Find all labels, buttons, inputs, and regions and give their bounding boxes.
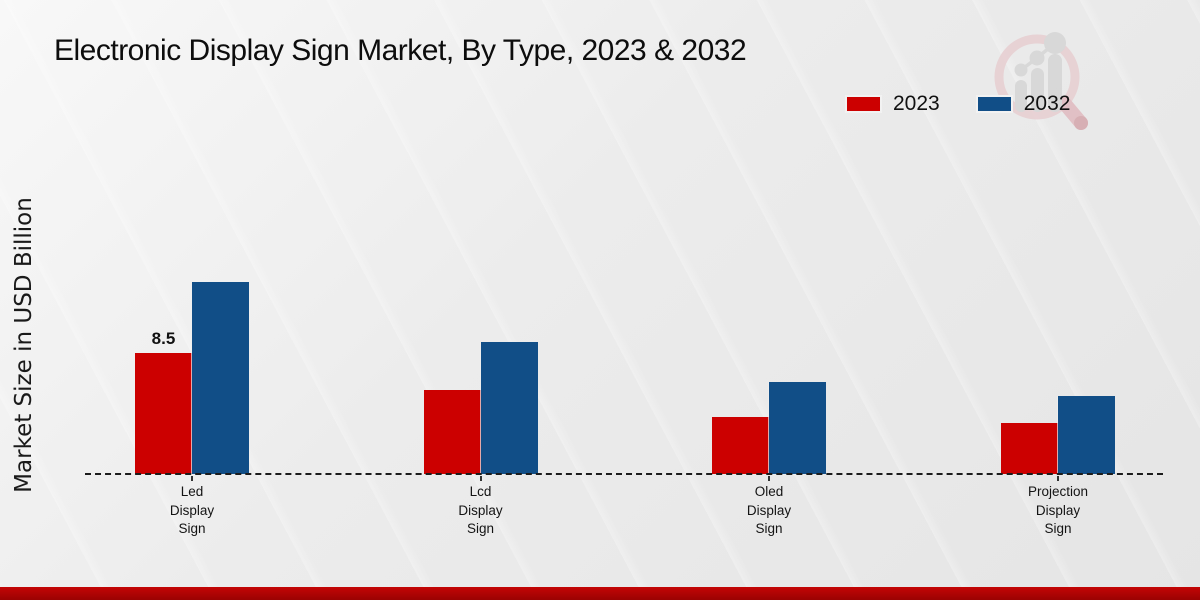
x-axis-tick: [1057, 476, 1059, 481]
magnifier-chart-logo-icon: [994, 32, 1088, 130]
x-axis-tick: [191, 476, 193, 481]
bar-2023-lcd-display-sign: [423, 390, 481, 474]
y-axis-label: Market Size in USD Billion: [11, 197, 37, 493]
legend-swatch-2032: [975, 95, 1013, 113]
category-label: Led Display Sign: [169, 484, 215, 536]
x-axis-tick: [768, 476, 770, 481]
bar-2032-oled-display-sign: [769, 381, 826, 474]
x-axis-baseline: [85, 473, 1163, 475]
category-label: Oled Display Sign: [746, 484, 792, 536]
legend-item-2023: 2023: [845, 92, 940, 116]
category-label: Lcd Display Sign: [458, 484, 503, 536]
chart-title: Electronic Display Sign Market, By Type,…: [54, 34, 747, 67]
bar-2023-led-display-sign: [135, 353, 192, 474]
legend: 2023 2032: [845, 92, 1070, 116]
legend-label-2032: 2032: [1023, 92, 1071, 115]
bar-2032-led-display-sign: [192, 281, 249, 474]
bar-2032-projection-display-sign: [1058, 395, 1115, 474]
x-axis-tick: [479, 476, 482, 481]
legend-swatch-2023: [845, 95, 882, 113]
bar-value-label: 8.5: [151, 329, 176, 349]
footer-red-bar: [0, 587, 1200, 600]
bar-2023-projection-display-sign: [1001, 422, 1058, 474]
bar-2032-lcd-display-sign: [480, 341, 538, 474]
legend-label-2023: 2023: [893, 92, 940, 115]
category-label: Projection Display Sign: [1027, 484, 1089, 536]
legend-item-2032: 2032: [975, 92, 1071, 116]
bar-2023-oled-display-sign: [712, 417, 769, 474]
